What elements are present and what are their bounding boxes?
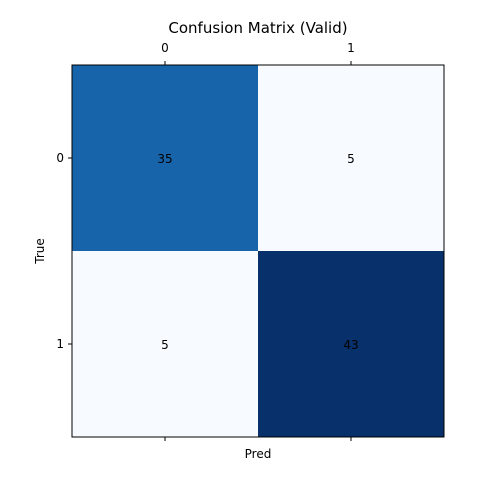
cell-value-1-0: 5: [161, 338, 169, 352]
matrix-cell-labels: 35 5 5 43: [157, 152, 358, 352]
x-tick-label-0: 0: [161, 41, 169, 55]
cell-value-0-0: 35: [157, 152, 172, 166]
y-tick-label-0: 0: [56, 151, 64, 165]
x-axis-label: Pred: [245, 447, 272, 461]
matrix-cell-1-0: [72, 251, 258, 437]
matrix-cell-1-1: [258, 251, 444, 437]
matrix-cell-0-1: [258, 65, 444, 251]
matrix-cells: [72, 65, 444, 437]
cell-value-0-1: 5: [347, 152, 355, 166]
chart-title: Confusion Matrix (Valid): [168, 19, 347, 37]
y-axis-label: True: [33, 238, 47, 265]
x-tick-label-1: 1: [347, 41, 355, 55]
axis-ticks: 0 1 0 1: [56, 41, 355, 441]
y-tick-label-1: 1: [56, 337, 64, 351]
matrix-cell-0-0: [72, 65, 258, 251]
plot-frame: [71, 64, 445, 438]
cell-value-1-1: 43: [343, 338, 358, 352]
